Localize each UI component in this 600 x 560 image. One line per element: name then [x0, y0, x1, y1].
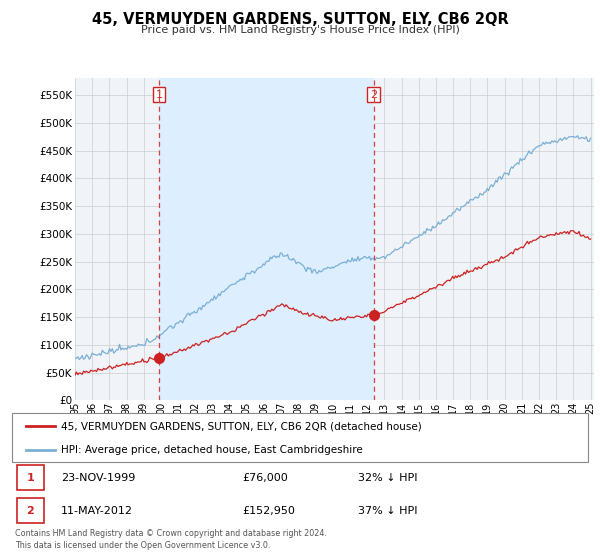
- Text: 45, VERMUYDEN GARDENS, SUTTON, ELY, CB6 2QR (detached house): 45, VERMUYDEN GARDENS, SUTTON, ELY, CB6 …: [61, 421, 422, 431]
- Bar: [159, 78, 374, 400]
- Text: 23-NOV-1999: 23-NOV-1999: [61, 473, 136, 483]
- Text: 45, VERMUYDEN GARDENS, SUTTON, ELY, CB6 2QR: 45, VERMUYDEN GARDENS, SUTTON, ELY, CB6 …: [92, 12, 508, 27]
- Text: 32% ↓ HPI: 32% ↓ HPI: [358, 473, 417, 483]
- Text: Price paid vs. HM Land Registry's House Price Index (HPI): Price paid vs. HM Land Registry's House …: [140, 25, 460, 35]
- Text: 1: 1: [156, 90, 163, 100]
- Bar: [17, 465, 44, 490]
- Bar: [17, 498, 44, 523]
- Text: £152,950: £152,950: [242, 506, 295, 516]
- Text: 37% ↓ HPI: 37% ↓ HPI: [358, 506, 417, 516]
- Text: 11-MAY-2012: 11-MAY-2012: [61, 506, 133, 516]
- Text: 2: 2: [370, 90, 377, 100]
- Text: £76,000: £76,000: [242, 473, 288, 483]
- Text: Contains HM Land Registry data © Crown copyright and database right 2024.
This d: Contains HM Land Registry data © Crown c…: [15, 529, 327, 550]
- Text: HPI: Average price, detached house, East Cambridgeshire: HPI: Average price, detached house, East…: [61, 445, 363, 455]
- Text: 1: 1: [26, 473, 34, 483]
- Text: 2: 2: [26, 506, 34, 516]
